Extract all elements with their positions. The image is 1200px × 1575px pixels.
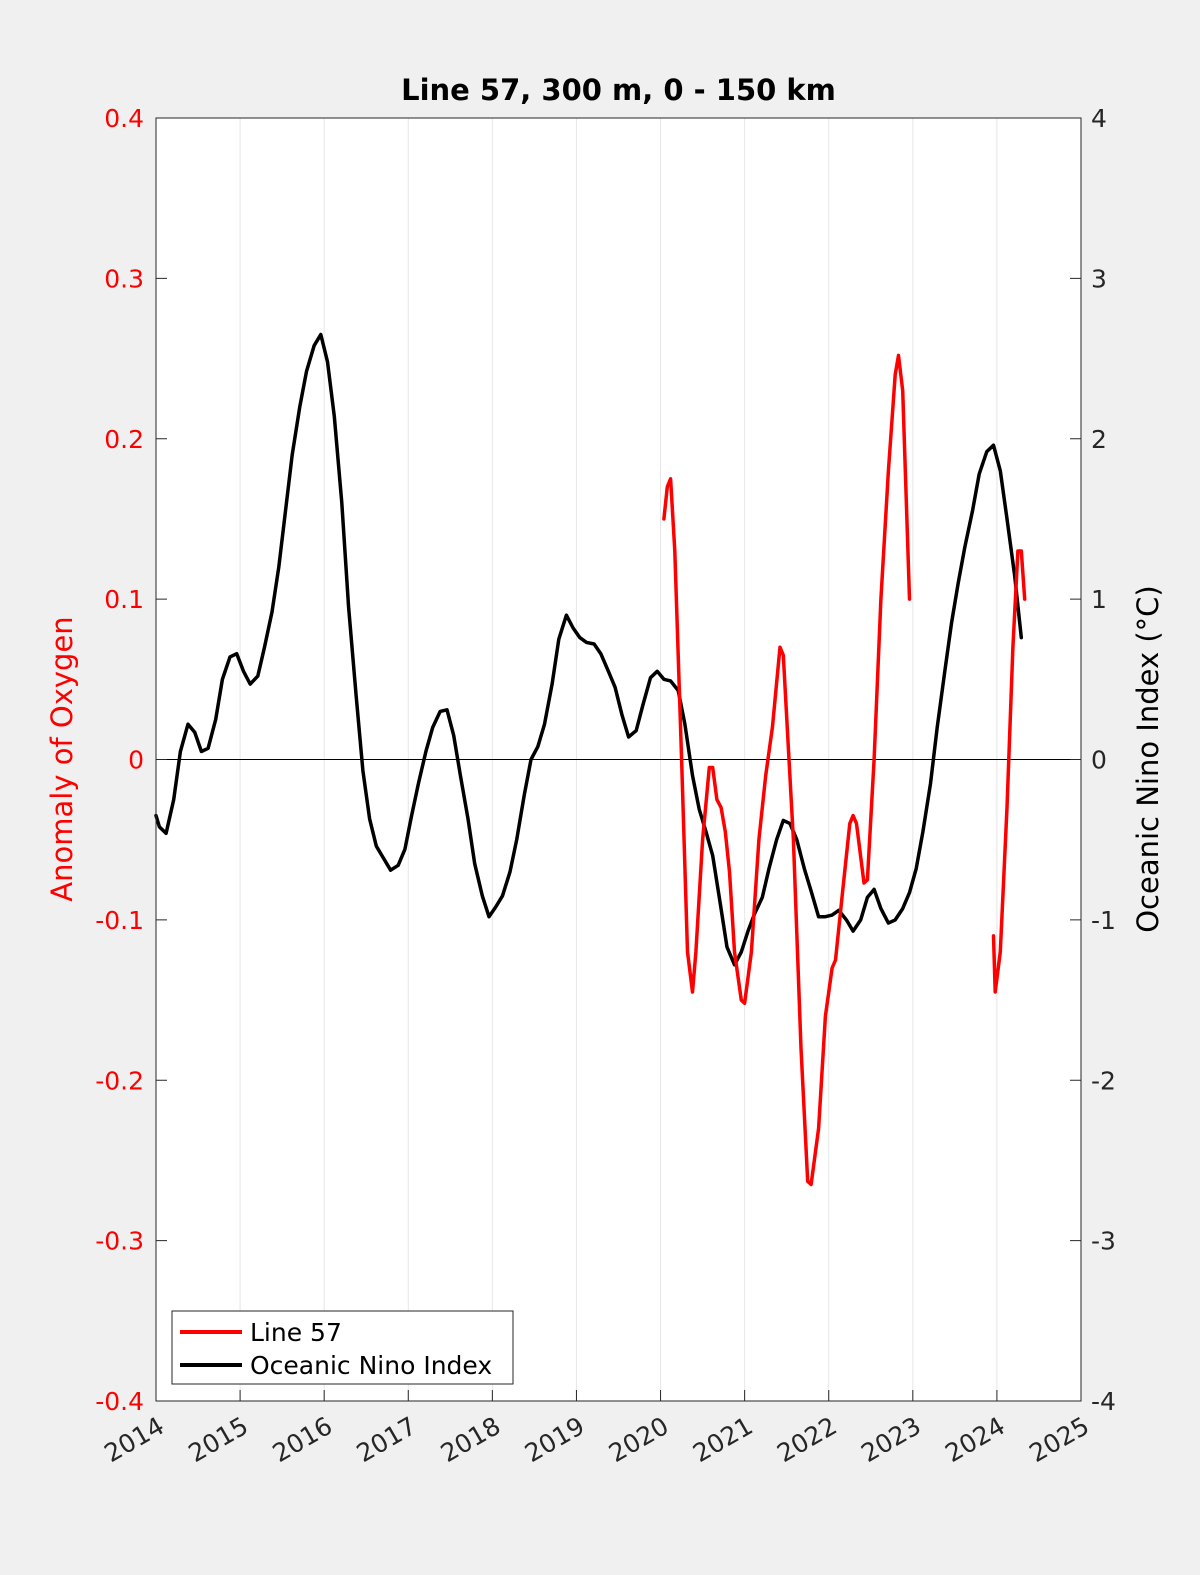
y-left-tick-label: 0.3 [104,264,144,293]
y-right-label: Oceanic Nino Index (°C) [1131,585,1165,933]
y-right-tick-label: 1 [1091,585,1107,614]
y-left-tick-label: -0.1 [95,906,144,935]
y-right-tick-label: 4 [1091,104,1107,133]
x-tick-label: 2022 [772,1411,842,1468]
y-right-tick-label: -2 [1091,1066,1116,1095]
x-tick-label: 2023 [856,1411,926,1468]
y-left-tick-label: 0.1 [104,585,144,614]
y-left-tick-label: 0 [128,746,144,775]
series-line-oceanic-nino-index-segment-0 [154,332,1024,967]
x-tick-label: 2020 [604,1411,674,1468]
x-tick-label: 2018 [436,1411,506,1468]
y-left-tick-label: -0.4 [95,1387,144,1416]
legend-label-oni: Oceanic Nino Index [250,1351,492,1380]
x-tick-label: 2019 [520,1411,590,1468]
y-left-tick-label: -0.3 [95,1227,144,1256]
x-tick-label: 2017 [352,1411,422,1468]
legend-box [171,1310,514,1385]
x-tick-label: 2015 [183,1411,253,1468]
series-line-line-57-segment-0 [662,353,912,1187]
y-right-tick-label: 3 [1091,264,1107,293]
y-right-tick-label: -1 [1091,906,1116,935]
x-axis: 2014 2015 2016 2017 2018 2019 2020 2021 2022 2023… [99,1390,1094,1468]
y-right-tick-label: 2 [1091,425,1107,454]
left-axis: -0.4 -0.3 -0.2 -0.1 0 0.1 0.2 0.3 0.4 [95,104,167,1416]
x-tick-label: 2021 [688,1411,758,1468]
y-right-tick-label: 0 [1091,746,1107,775]
chart-title: Line 57, 300 m, 0 - 150 km [401,73,836,107]
series-line-line-57-segment-1 [991,549,1027,994]
y-left-label: Anomaly of Oxygen [45,616,79,901]
right-axis: -4 -3 -2 -1 0 1 2 3 4 [1070,104,1116,1416]
y-right-tick-label: -4 [1091,1387,1116,1416]
legend-label-line-57: Line 57 [250,1318,342,1347]
x-tick-label: 2025 [1024,1411,1094,1468]
x-tick-label: 2014 [99,1411,169,1468]
series-layer [154,332,1027,1187]
legend[interactable]: Line 57 Oceanic Nino Index [171,1310,514,1385]
x-tick-label: 2016 [268,1411,338,1468]
y-left-tick-label: -0.2 [95,1066,144,1095]
y-right-tick-label: -3 [1091,1227,1116,1256]
y-left-tick-label: 0.2 [104,425,144,454]
y-left-tick-label: 0.4 [104,104,144,133]
x-tick-label: 2024 [940,1411,1010,1468]
